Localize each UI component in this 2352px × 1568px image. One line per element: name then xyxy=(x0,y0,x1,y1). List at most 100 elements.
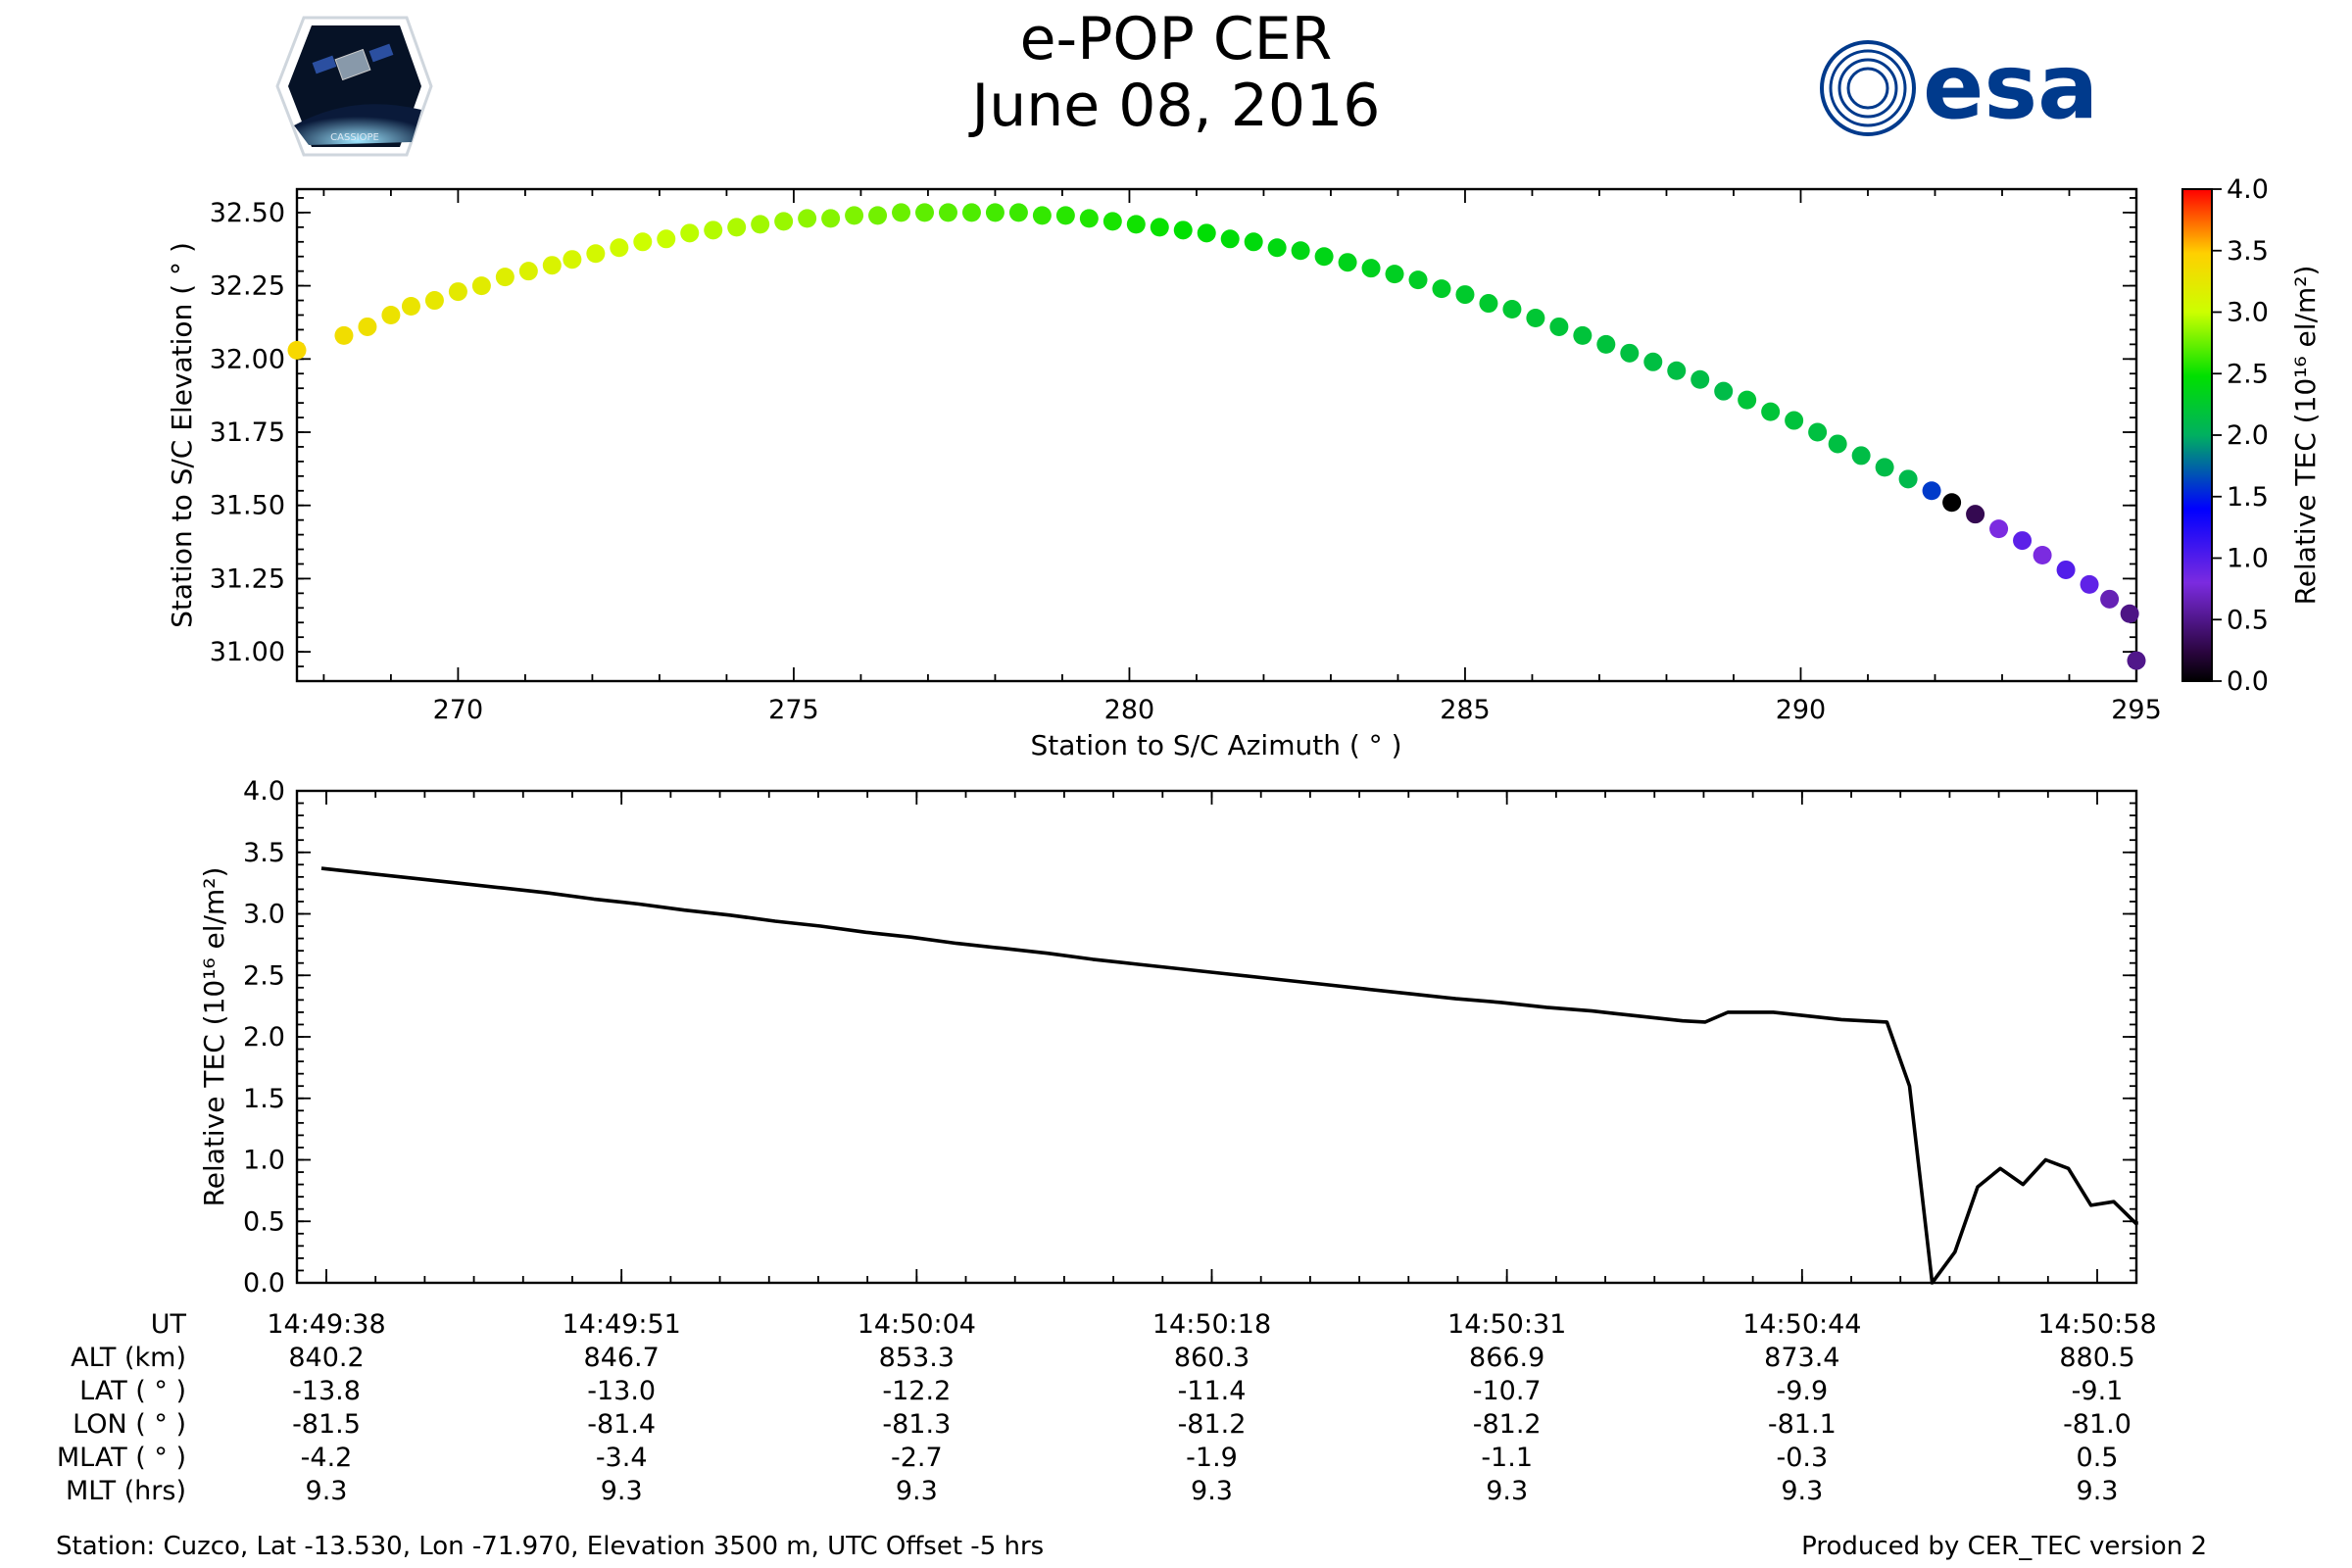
table-cell: -13.8 xyxy=(292,1376,361,1406)
top-y-tick-label: 31.75 xyxy=(210,417,285,448)
table-cell: 866.9 xyxy=(1469,1343,1544,1373)
tec-series-line xyxy=(320,866,2138,1285)
top-x-axis-label: Station to S/C Azimuth ( ° ) xyxy=(1030,729,1401,761)
scatter-point xyxy=(774,212,794,231)
bottom-y-tick-label: 1.5 xyxy=(243,1084,285,1114)
table-cell: 9.3 xyxy=(1191,1476,1233,1506)
scatter-point xyxy=(798,209,817,228)
scatter-point xyxy=(2080,574,2099,594)
scatter-point xyxy=(1220,229,1240,249)
top-y-tick-label: 32.50 xyxy=(210,198,285,228)
scatter-point xyxy=(1408,270,1428,290)
top-y-tick-label: 32.00 xyxy=(210,344,285,374)
scatter-point xyxy=(1808,422,1828,442)
scatter-point xyxy=(1966,505,1985,524)
table-row-label: UT xyxy=(151,1309,187,1340)
colorbar-tick-label: 3.0 xyxy=(2227,298,2269,328)
esa-logo-text: esa xyxy=(1923,34,2098,139)
table-cell: -10.7 xyxy=(1473,1376,1542,1406)
chart-date: June 08, 2016 xyxy=(968,72,1381,140)
scatter-point xyxy=(1851,446,1871,466)
table-cell: 14:50:44 xyxy=(1742,1309,1861,1340)
scatter-point xyxy=(1455,285,1475,305)
scatter-point xyxy=(985,203,1004,222)
table-cell: -81.2 xyxy=(1178,1409,1247,1440)
table-cell: 14:49:51 xyxy=(563,1309,681,1340)
scatter-point xyxy=(845,206,864,225)
top-y-tick-label: 31.25 xyxy=(210,564,285,594)
scatter-point xyxy=(1314,247,1334,267)
scatter-point xyxy=(2056,560,2076,579)
bottom-y-axis-label: Relative TEC (10¹⁶ el/m²) xyxy=(198,867,230,1207)
top-x-tick-label: 295 xyxy=(2111,695,2162,725)
bottom-y-tick-label: 2.5 xyxy=(243,960,285,991)
scatter-point xyxy=(1898,469,1918,489)
table-cell: -2.7 xyxy=(891,1443,943,1473)
colorbar-tick-label: 2.5 xyxy=(2227,359,2269,389)
table-cell: -1.9 xyxy=(1186,1443,1238,1473)
table-cell: 9.3 xyxy=(2077,1476,2119,1506)
table-cell: 14:50:58 xyxy=(2037,1309,2156,1340)
scatter-point xyxy=(1738,390,1757,410)
scatter-point xyxy=(2033,546,2052,565)
scatter-point xyxy=(287,340,307,360)
table-cell: 9.3 xyxy=(896,1476,938,1506)
scatter-point xyxy=(358,317,377,336)
colorbar-gradient xyxy=(2181,188,2213,682)
scatter-point xyxy=(1922,481,1941,501)
scatter-point xyxy=(2013,531,2033,551)
bottom-y-tick-label: 0.0 xyxy=(243,1268,285,1298)
scatter-point xyxy=(1875,458,1894,477)
cassiope-logo-text: CASSIOPE xyxy=(330,132,379,143)
scatter-point xyxy=(1690,369,1710,389)
top-x-tick-label: 290 xyxy=(1776,695,1827,725)
scatter-point xyxy=(424,291,444,311)
scatter-point xyxy=(938,203,957,222)
scatter-point xyxy=(1549,317,1569,336)
produced-by: Produced by CER_TEC version 2 xyxy=(1801,1532,2207,1561)
station-info: Station: Cuzco, Lat -13.530, Lon -71.970… xyxy=(56,1532,1044,1561)
scatter-point xyxy=(680,223,700,243)
table-cell: 9.3 xyxy=(1781,1476,1823,1506)
scatter-point xyxy=(1079,209,1099,228)
scatter-point xyxy=(401,297,420,317)
scatter-point xyxy=(727,218,747,237)
table-cell: -11.4 xyxy=(1178,1376,1247,1406)
colorbar: 0.0 0.5 1.0 1.5 2.0 2.5 3.0 3.5 4.0 Relative TEC… xyxy=(2181,174,2322,697)
table-cell: 880.5 xyxy=(2059,1343,2134,1373)
scatter-point xyxy=(1942,493,1962,513)
table-cell: 860.3 xyxy=(1174,1343,1250,1373)
scatter-point xyxy=(1008,203,1028,222)
table-cell: -4.2 xyxy=(301,1443,353,1473)
table-cell: -3.4 xyxy=(596,1443,648,1473)
scatter-point xyxy=(1126,215,1146,234)
cassiope-logo: CASSIOPE xyxy=(275,16,433,157)
scatter-point xyxy=(1620,343,1640,363)
top-x-tick-label: 280 xyxy=(1104,695,1155,725)
scatter-point xyxy=(471,276,491,296)
top-x-tick-label: 270 xyxy=(433,695,484,725)
table-cell: -81.2 xyxy=(1473,1409,1542,1440)
table-cell: 9.3 xyxy=(601,1476,643,1506)
scatter-point xyxy=(381,305,401,324)
table-cell: 0.5 xyxy=(2077,1443,2119,1473)
colorbar-tick-label: 4.0 xyxy=(2227,174,2269,205)
scatter-point xyxy=(751,215,770,234)
top-x-tick-label: 285 xyxy=(1440,695,1491,725)
scatter-point xyxy=(1385,265,1404,284)
scatter-point xyxy=(1573,325,1592,345)
table-cell: 9.3 xyxy=(1486,1476,1528,1506)
top-y-tick-label: 32.25 xyxy=(210,271,285,302)
scatter-point xyxy=(704,220,723,240)
colorbar-tick-label: 3.5 xyxy=(2227,236,2269,267)
colorbar-tick-label: 1.0 xyxy=(2227,544,2269,574)
colorbar-tick-label: 1.5 xyxy=(2227,482,2269,513)
scatter-point xyxy=(1291,241,1310,261)
table-cell: 9.3 xyxy=(306,1476,348,1506)
colorbar-tick-label: 0.0 xyxy=(2227,666,2269,697)
scatter-point xyxy=(1244,232,1263,252)
esa-logo: esa xyxy=(1820,34,2098,139)
scatter-point xyxy=(2127,651,2146,670)
scatter-point xyxy=(1828,434,1847,454)
scatter-point xyxy=(892,203,911,222)
